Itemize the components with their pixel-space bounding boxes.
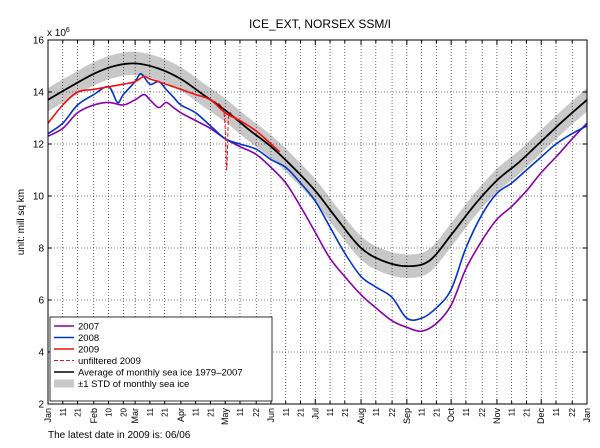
y-axis-label: unit: mill sq km	[16, 189, 27, 255]
x-tick-label: 21	[341, 407, 350, 416]
x-tick-label: Oct	[446, 408, 456, 423]
y-tick-label: 12	[33, 140, 45, 151]
latest-date-note: The latest date in 2009 is: 06/06	[48, 430, 191, 441]
x-tick-label: 11	[508, 407, 517, 416]
x-tick-label: 11	[192, 407, 201, 416]
x-tick-label: Mar	[130, 408, 140, 424]
x-tick-label: 10	[105, 407, 114, 416]
y-tick-label: 8	[38, 244, 44, 255]
x-tick-label: Nov	[492, 408, 502, 425]
legend-label: 2007	[78, 322, 99, 333]
legend-label: ±1 STD of monthly sea ice	[78, 379, 189, 390]
x-tick-label: 21	[161, 407, 170, 416]
y-tick-label: 2	[38, 400, 44, 411]
x-tick-label: Aug	[356, 408, 366, 424]
axes-frame	[47, 39, 588, 405]
legend-label: unfiltered 2009	[78, 356, 141, 367]
x-tick-label: 22	[252, 407, 261, 416]
x-tick-label: 22	[568, 407, 577, 416]
series-line-2009	[47, 75, 281, 153]
x-tick-label: May	[220, 408, 230, 426]
x-tick-label: 22	[478, 407, 487, 416]
x-tick-label: Sep	[402, 408, 412, 424]
chart-title: ICE_EXT, NORSEX SSM/I	[249, 17, 391, 31]
x-tick-label: 11	[372, 407, 381, 416]
x-tick-label: Dec	[536, 408, 546, 425]
x-tick-label: 21	[297, 407, 306, 416]
x-tick-label: 21	[206, 407, 215, 416]
legend-label: 2009	[78, 345, 99, 356]
series-line-2007	[47, 93, 588, 333]
x-tick-label: 11	[552, 407, 561, 416]
x-tick-label: 11	[146, 407, 155, 416]
x-tick-label: 20	[119, 407, 128, 416]
legend-box	[49, 316, 273, 402]
std-band	[48, 51, 587, 278]
x-tick-label: 11	[59, 407, 68, 416]
x-tick-label: 21	[432, 407, 441, 416]
x-tick-label: 11	[282, 407, 291, 416]
x-tick-label: Jan	[43, 408, 53, 423]
x-tick-label: 22	[388, 407, 397, 416]
x-tick-label: 21	[522, 407, 531, 416]
legend-label: 2008	[78, 333, 99, 344]
x-tick-label: Jul	[310, 408, 320, 420]
y-tick-label: 10	[33, 192, 45, 203]
x-tick-label: 11	[326, 407, 335, 416]
y-tick-label: 16	[33, 36, 45, 47]
series-line-2008	[47, 73, 588, 321]
x-tick-label: Feb	[89, 408, 99, 424]
series-line-average-of-monthly-sea-ice-1979-2007	[47, 62, 588, 268]
x-tick-label: Jun	[266, 408, 276, 423]
y-tick-label: 6	[38, 296, 44, 307]
y-multiplier: x 106	[47, 27, 70, 39]
y-tick-label: 14	[33, 88, 45, 99]
x-tick-label: 21	[74, 407, 83, 416]
legend-label: Average of monthly sea ice 1979–2007	[78, 368, 243, 379]
x-tick-label: 11	[236, 407, 245, 416]
x-tick-label: 11	[462, 407, 471, 416]
x-tick-label: Jan	[582, 408, 592, 423]
y-tick-label: 4	[38, 348, 44, 359]
x-tick-label: 11	[418, 407, 427, 416]
x-tick-label: Apr	[176, 408, 186, 422]
